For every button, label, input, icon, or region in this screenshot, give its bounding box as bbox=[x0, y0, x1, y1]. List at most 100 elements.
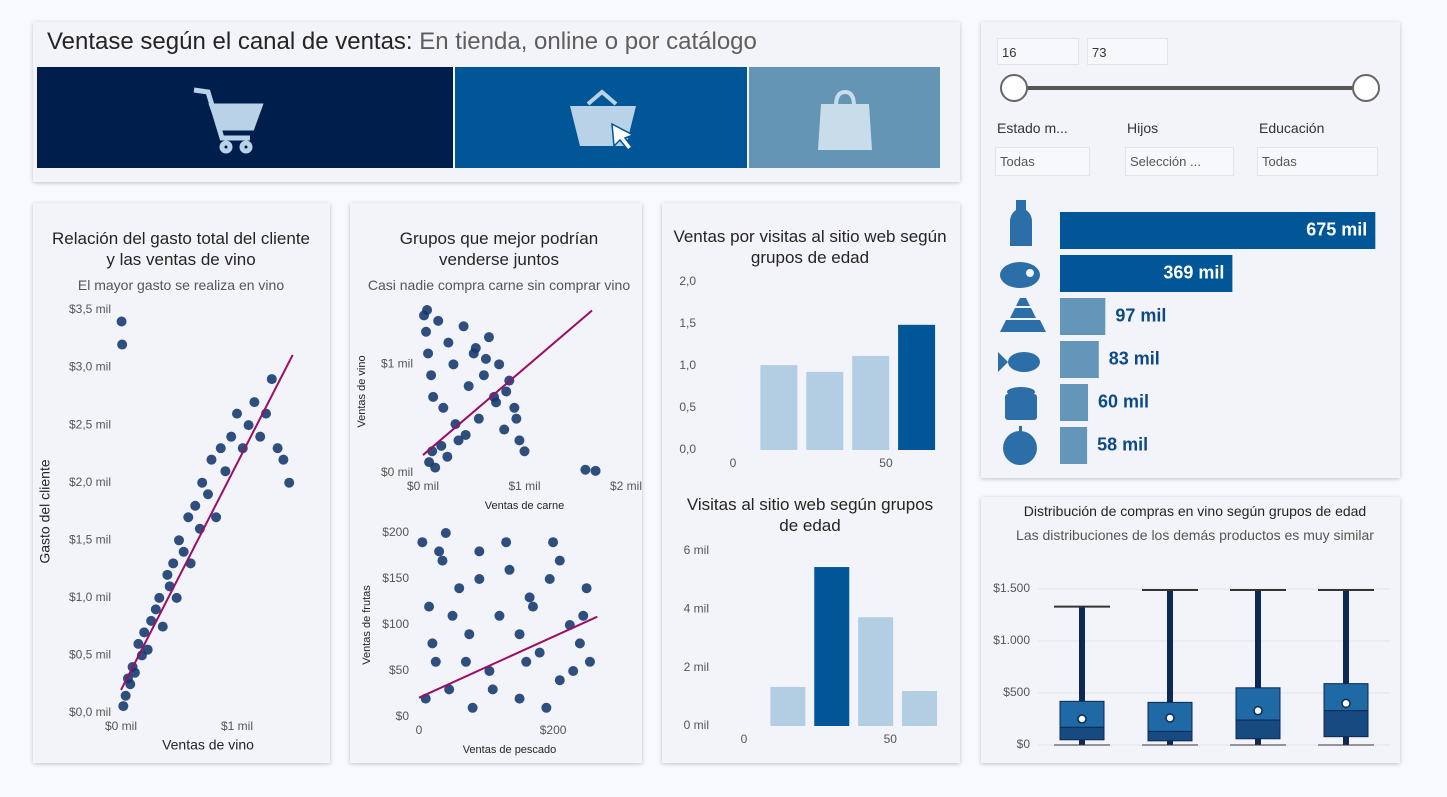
value-label: 58 mil bbox=[1097, 434, 1148, 454]
y-tick-label: $150 bbox=[382, 571, 409, 585]
bar bbox=[852, 355, 890, 450]
slider[interactable] bbox=[1000, 74, 1380, 102]
filter-dropdown[interactable]: Todas bbox=[995, 147, 1090, 176]
point bbox=[197, 477, 208, 488]
point bbox=[460, 429, 471, 440]
x-tick-label: $0 mil bbox=[105, 719, 137, 733]
point bbox=[417, 537, 428, 548]
slicer-to[interactable]: 73 bbox=[1087, 38, 1168, 65]
point bbox=[541, 702, 552, 713]
point bbox=[548, 537, 559, 548]
point bbox=[436, 440, 447, 451]
value-label: 675 mil bbox=[1306, 219, 1367, 239]
point bbox=[133, 638, 144, 649]
bar bbox=[1060, 384, 1089, 421]
card bbox=[33, 203, 330, 763]
point bbox=[590, 465, 601, 476]
point bbox=[120, 690, 131, 701]
point bbox=[511, 413, 522, 424]
y-tick-label: $1,5 mil bbox=[69, 532, 111, 546]
basket-icon bbox=[570, 89, 636, 152]
point bbox=[494, 359, 505, 370]
point bbox=[422, 305, 433, 315]
point bbox=[509, 402, 520, 413]
point bbox=[125, 679, 136, 690]
point bbox=[162, 569, 173, 580]
box-lower bbox=[1235, 719, 1281, 740]
x-tick-label: 50 bbox=[879, 456, 893, 470]
point bbox=[580, 464, 591, 475]
bar bbox=[1060, 212, 1376, 249]
y-tick-label: 4 mil bbox=[684, 602, 709, 616]
point bbox=[470, 343, 481, 354]
bar bbox=[760, 365, 798, 450]
point bbox=[203, 489, 213, 500]
point bbox=[473, 413, 484, 424]
point bbox=[424, 601, 435, 612]
point bbox=[430, 656, 441, 667]
y-tick-label: 1,0 bbox=[679, 358, 696, 372]
y-axis-label: Gasto del cliente bbox=[37, 459, 53, 563]
point bbox=[168, 558, 179, 569]
point bbox=[215, 443, 226, 454]
point bbox=[278, 454, 289, 465]
point bbox=[514, 435, 525, 446]
x-axis-label: Ventas de vino bbox=[162, 737, 254, 753]
point bbox=[249, 397, 260, 408]
point bbox=[499, 424, 510, 435]
point bbox=[157, 621, 168, 632]
value-label: 369 mil bbox=[1163, 262, 1224, 282]
box-lower bbox=[1147, 730, 1193, 742]
point bbox=[226, 431, 237, 442]
filter-dropdown[interactable]: Selección ... bbox=[1125, 147, 1234, 176]
value-label: 97 mil bbox=[1115, 305, 1166, 325]
point bbox=[171, 592, 182, 603]
y-tick-label: $2,0 mil bbox=[69, 475, 111, 489]
chart-title: Visitas al sitio web según grupos de eda… bbox=[686, 495, 934, 535]
point bbox=[453, 435, 464, 446]
point bbox=[450, 419, 461, 430]
y-tick-label: $3,5 mil bbox=[69, 302, 111, 316]
point bbox=[487, 684, 498, 695]
x-tick-label: 50 bbox=[884, 732, 898, 746]
point bbox=[232, 408, 242, 419]
y-tick-label: $500 bbox=[1003, 685, 1030, 699]
point bbox=[460, 656, 471, 667]
y-tick-label: $0,0 mil bbox=[69, 705, 111, 719]
bar bbox=[1060, 427, 1088, 464]
point bbox=[448, 359, 459, 370]
chart-subtitle: Casi nadie compra carne sin comprar vino bbox=[367, 277, 631, 293]
bar bbox=[902, 691, 938, 726]
card bbox=[350, 203, 642, 763]
value-label: 60 mil bbox=[1098, 391, 1149, 411]
bag-icon bbox=[818, 89, 872, 150]
y-tick-label: $0 bbox=[1017, 737, 1031, 751]
point bbox=[426, 370, 437, 381]
point bbox=[574, 638, 585, 649]
mean-marker bbox=[1077, 714, 1087, 724]
point bbox=[544, 574, 555, 584]
bar bbox=[1060, 298, 1106, 335]
point bbox=[514, 629, 525, 640]
point bbox=[483, 332, 494, 343]
point bbox=[421, 326, 432, 337]
x-axis-label: Ventas de carne bbox=[485, 500, 565, 512]
y-tick-label: $0 mil bbox=[381, 465, 413, 479]
chart-title: Distribución de compras en vino según gr… bbox=[1023, 503, 1367, 519]
point bbox=[437, 555, 448, 566]
point bbox=[494, 610, 505, 621]
filter-dropdown[interactable]: Todas bbox=[1257, 147, 1378, 176]
point bbox=[434, 546, 445, 557]
point bbox=[178, 546, 189, 557]
point bbox=[423, 348, 434, 359]
trend-line bbox=[418, 615, 598, 699]
x-tick-label: 0 bbox=[730, 456, 737, 470]
y-tick-label: 2,0 bbox=[679, 274, 696, 288]
x-tick-label: $1 mil bbox=[508, 479, 540, 493]
trend-line bbox=[422, 309, 593, 456]
y-tick-label: $2,5 mil bbox=[69, 417, 111, 431]
filter-label: Hijos bbox=[1127, 120, 1159, 136]
chart-title: Grupos que mejor podrían venderse juntos bbox=[399, 229, 599, 269]
y-tick-label: $1,0 mil bbox=[69, 590, 111, 604]
slicer-from[interactable]: 16 bbox=[997, 38, 1079, 65]
